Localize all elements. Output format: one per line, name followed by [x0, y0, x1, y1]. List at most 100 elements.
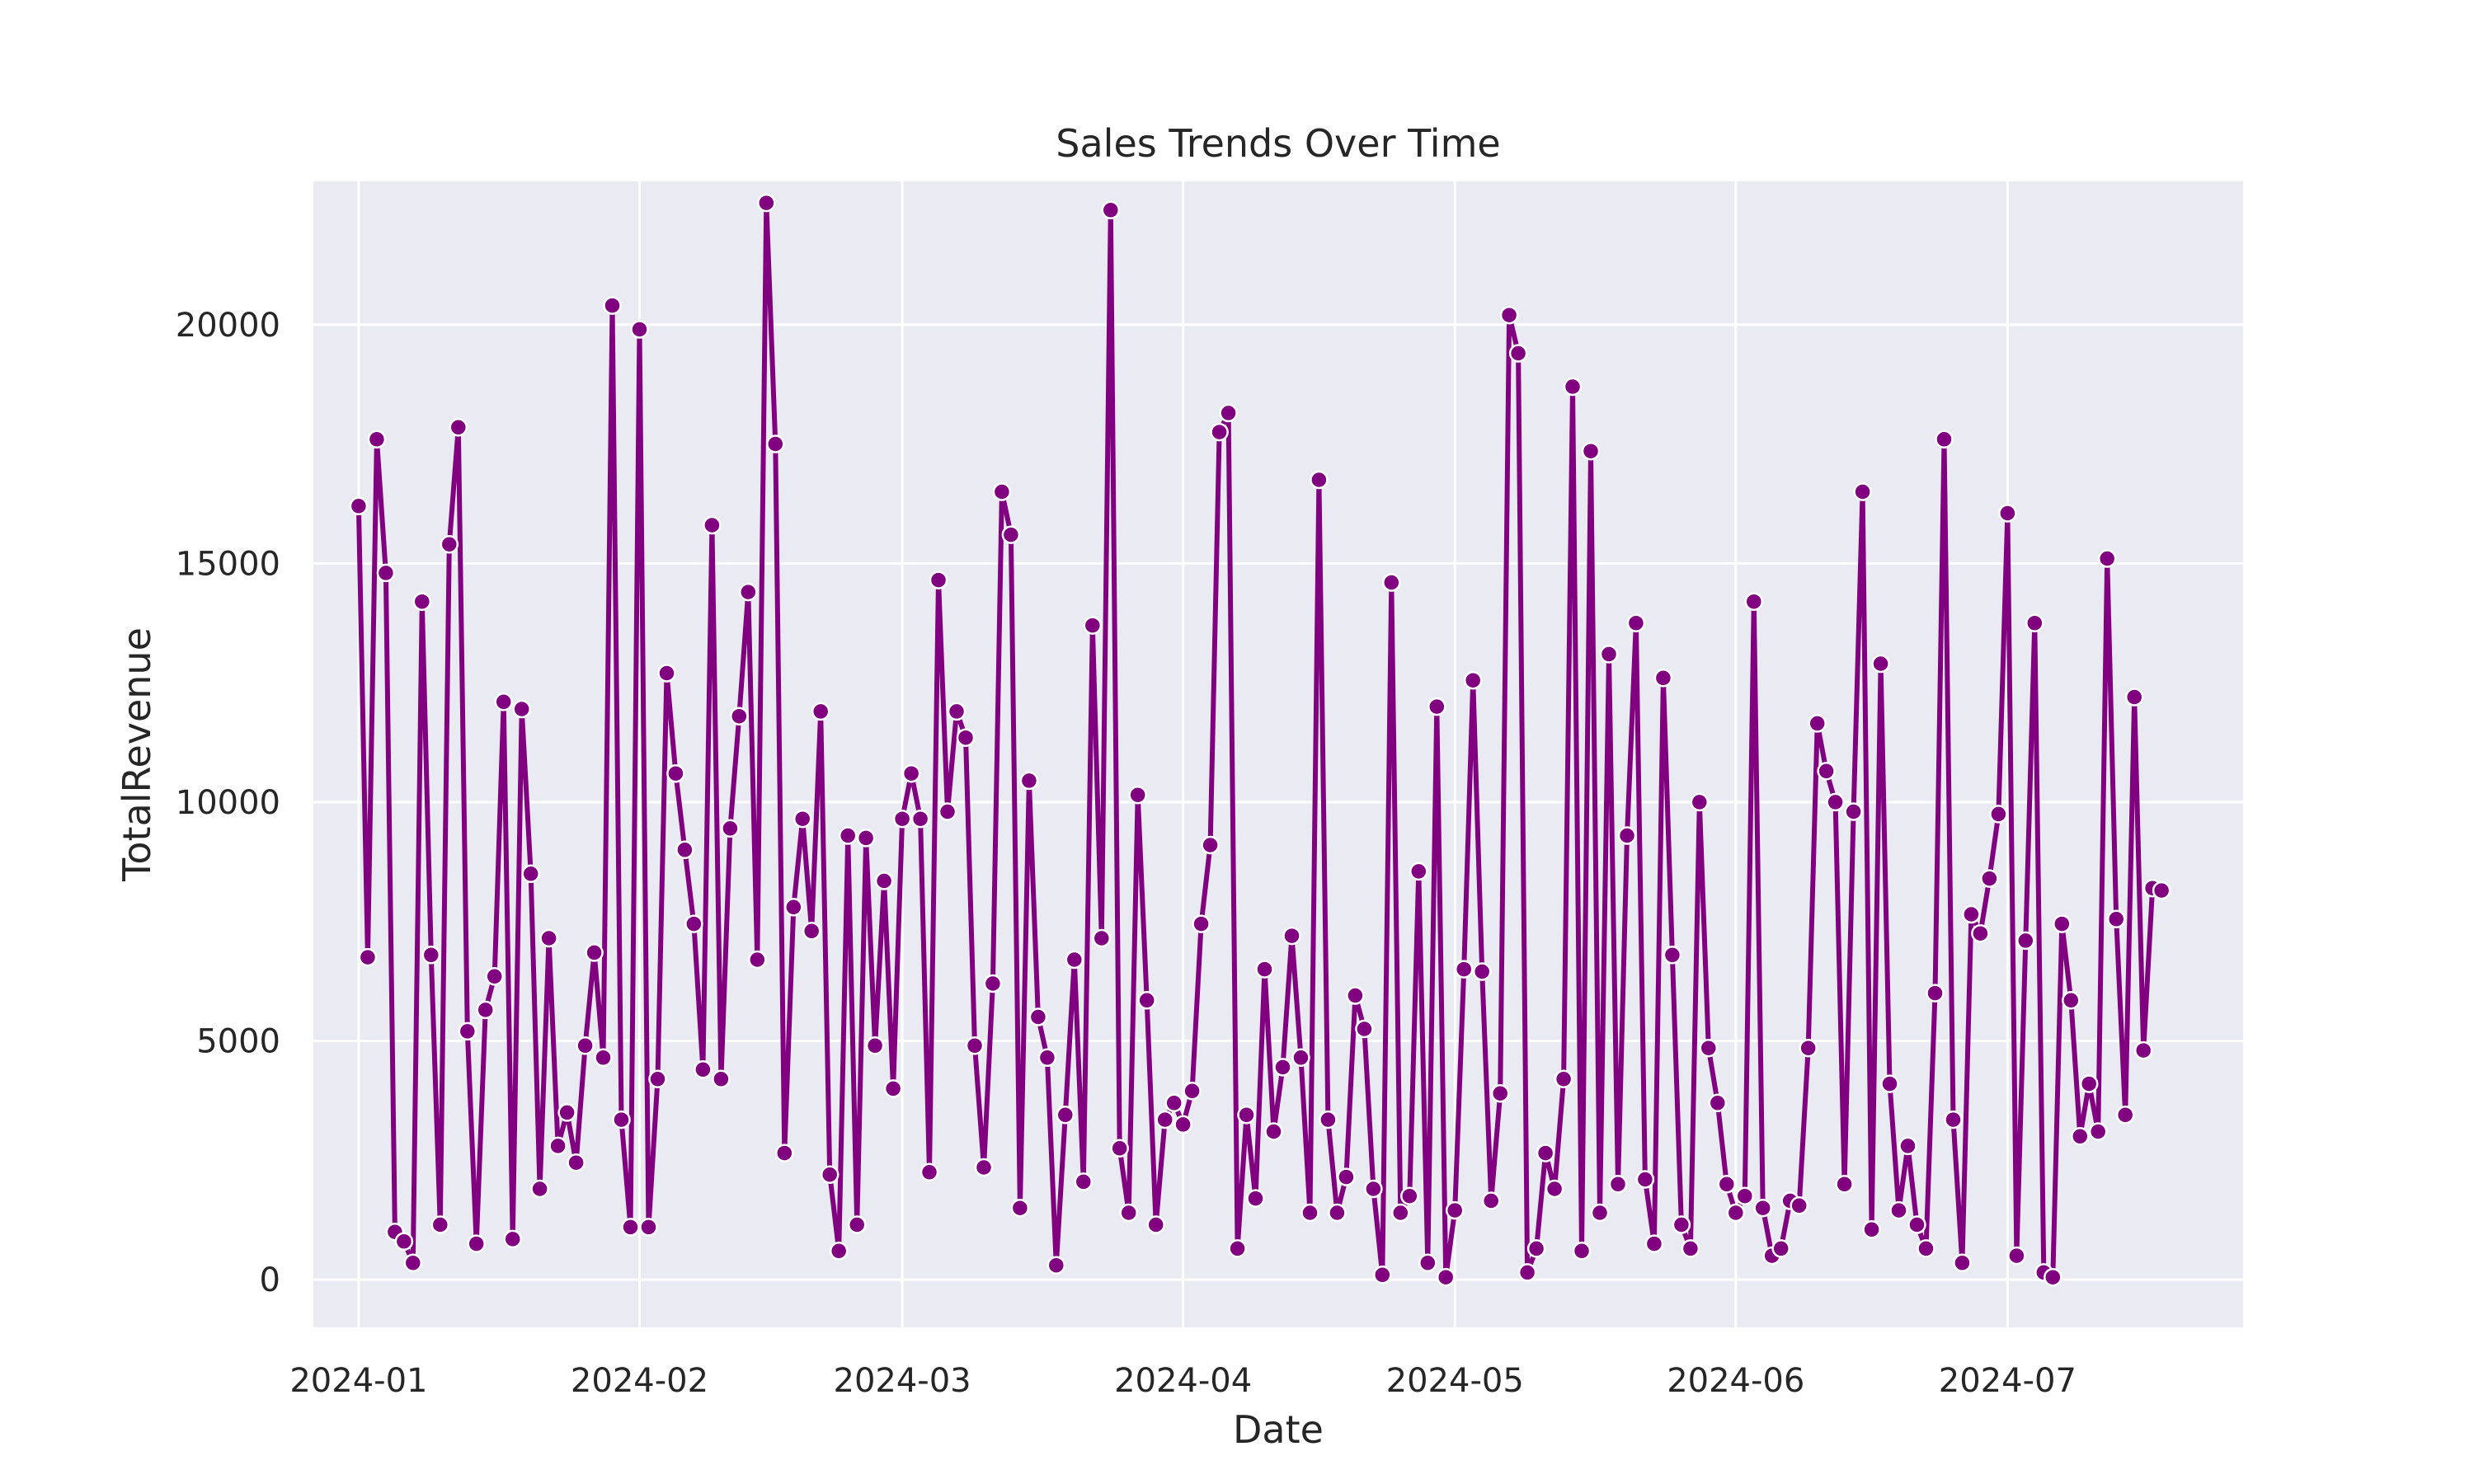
data-point	[1454, 960, 1474, 979]
data-point	[2079, 1074, 2099, 1093]
data-point	[992, 482, 1012, 501]
data-point	[1517, 1263, 1537, 1282]
data-point	[639, 1218, 658, 1237]
data-point	[621, 1218, 640, 1237]
data-point	[1998, 504, 2017, 523]
data-point	[1264, 1122, 1283, 1141]
x-gridlines	[357, 181, 2009, 1327]
data-point	[1019, 771, 1039, 791]
data-point	[1355, 1019, 1374, 1039]
data-point	[1735, 1186, 1755, 1205]
data-point	[421, 946, 441, 965]
data-point	[947, 702, 967, 721]
data-point	[1237, 1106, 1256, 1125]
data-point	[585, 943, 604, 962]
data-point	[1418, 1253, 1437, 1273]
data-point	[657, 664, 676, 683]
data-point	[1926, 984, 1945, 1003]
y-axis-label: TotalRevenue	[115, 627, 159, 882]
data-point	[1554, 1069, 1573, 1089]
data-point	[1382, 573, 1401, 592]
data-point	[784, 898, 803, 917]
data-point	[883, 1079, 903, 1098]
data-point	[929, 571, 948, 589]
data-point	[1672, 1215, 1691, 1234]
data-point	[1074, 1172, 1094, 1191]
data-point	[1962, 904, 1981, 924]
data-point	[358, 947, 378, 967]
data-point	[1472, 962, 1492, 981]
data-point	[1001, 525, 1021, 544]
data-point	[1835, 1175, 1854, 1194]
data-point	[1246, 1189, 1265, 1208]
data-point	[1164, 1093, 1183, 1113]
data-point	[1699, 1038, 1719, 1058]
data-point	[1028, 1007, 1048, 1026]
x-tick-label: 2024-03	[834, 1362, 971, 1400]
data-point	[802, 922, 821, 941]
data-point	[1174, 1115, 1192, 1134]
data-point	[1119, 1203, 1138, 1223]
data-point	[367, 430, 387, 449]
data-point	[2124, 688, 2144, 707]
y-tick-label: 0	[260, 1261, 280, 1299]
data-point	[2097, 549, 2117, 568]
data-point	[811, 702, 830, 721]
data-point	[1146, 1215, 1165, 1234]
y-tick-label: 15000	[176, 545, 280, 583]
data-point	[2044, 1267, 2062, 1287]
data-point	[1536, 1144, 1555, 1162]
data-point	[865, 1036, 885, 1055]
data-point	[1935, 430, 1954, 449]
data-point	[1853, 482, 1872, 501]
data-point	[820, 1165, 840, 1184]
data-point	[1599, 645, 1619, 664]
data-point	[847, 1215, 867, 1234]
series-line	[355, 200, 2165, 1280]
data-point	[394, 1232, 414, 1252]
data-point	[1065, 950, 1084, 970]
data-point	[403, 1253, 423, 1273]
data-point	[1083, 616, 1103, 635]
data-point	[648, 1069, 667, 1089]
data-point	[412, 592, 432, 611]
data-point	[684, 914, 703, 933]
data-point	[1219, 403, 1238, 423]
data-point	[1201, 835, 1220, 855]
y-tick-label: 20000	[176, 307, 280, 345]
data-point	[1210, 422, 1229, 442]
data-point	[983, 974, 1003, 993]
data-point	[1337, 1167, 1356, 1186]
data-point	[1608, 1175, 1628, 1194]
data-point	[2016, 931, 2035, 951]
data-point	[458, 1021, 477, 1041]
data-point	[503, 1229, 522, 1249]
data-point	[1545, 1179, 1564, 1199]
data-point	[748, 950, 767, 970]
data-point	[1300, 1203, 1319, 1223]
y-tick-label: 5000	[196, 1023, 280, 1061]
data-point	[1481, 1191, 1501, 1210]
data-point	[856, 829, 876, 848]
data-point	[1635, 1170, 1655, 1189]
data-point	[901, 763, 921, 783]
data-point	[1526, 1239, 1546, 1258]
data-point	[1871, 654, 1890, 674]
data-point	[557, 1103, 576, 1122]
data-point	[1228, 1239, 1247, 1258]
data-point	[612, 1110, 631, 1129]
data-point	[1771, 1239, 1790, 1258]
data-point	[476, 1000, 495, 1020]
data-point	[1663, 946, 1682, 965]
data-point	[1572, 1242, 1592, 1261]
data-point	[793, 809, 812, 829]
data-point	[920, 1162, 939, 1182]
data-point	[1644, 1234, 1664, 1253]
series-layer	[349, 193, 2171, 1287]
data-point	[1092, 928, 1112, 948]
data-point	[874, 871, 894, 890]
chart-title: Sales Trends Over Time	[1056, 121, 1500, 166]
data-point	[1717, 1175, 1737, 1194]
data-point	[1726, 1203, 1746, 1223]
data-point	[1880, 1074, 1899, 1093]
